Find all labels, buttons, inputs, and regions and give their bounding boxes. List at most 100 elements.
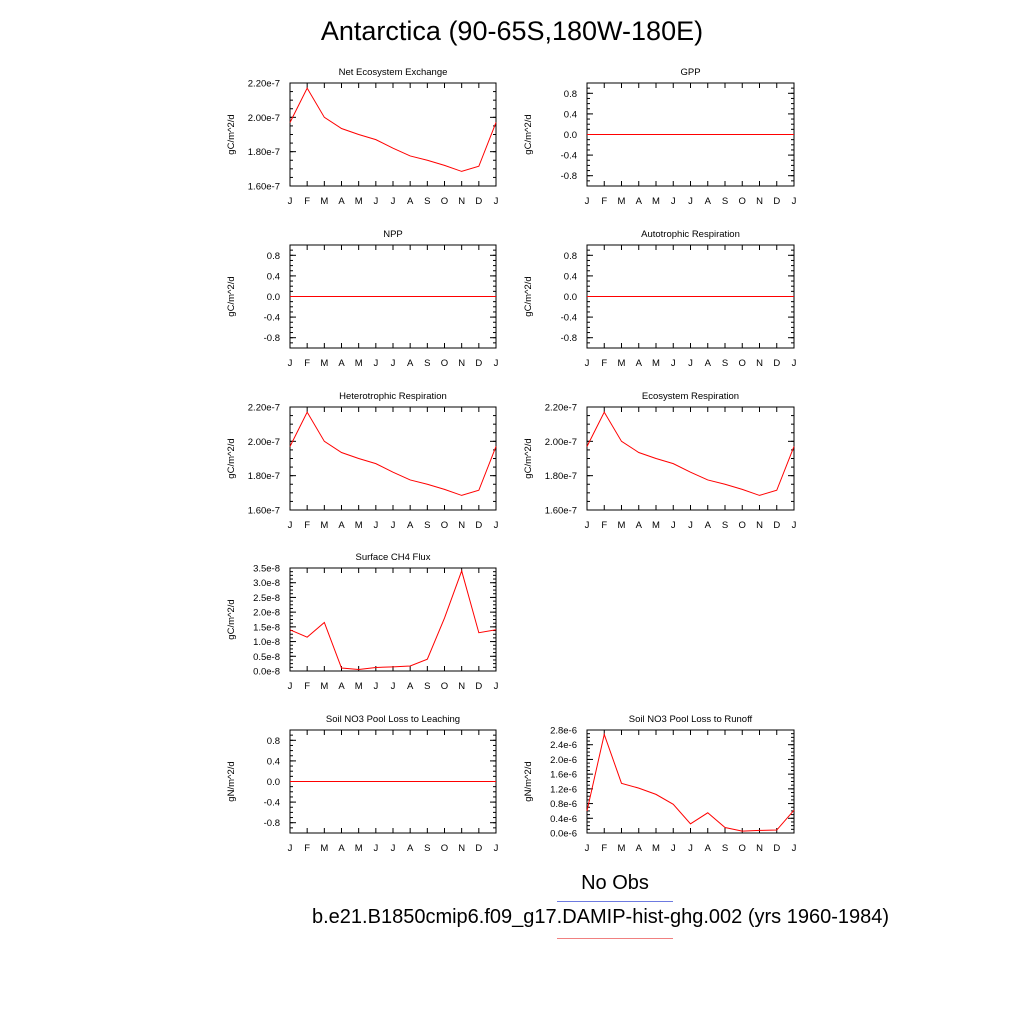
y-tick-label: 1.2e-6 [550, 784, 577, 795]
x-tick-label: M [320, 681, 328, 692]
x-tick-label: J [288, 520, 293, 531]
x-tick-label: J [494, 520, 499, 531]
x-tick-label: J [688, 196, 693, 207]
y-axis-label: gC/m^2/d [226, 114, 237, 154]
x-tick-label: A [705, 520, 712, 531]
x-tick-label: M [618, 196, 626, 207]
x-tick-label: D [475, 196, 482, 207]
x-tick-label: J [585, 196, 590, 207]
panel-title: Autotrophic Respiration [641, 229, 740, 240]
x-tick-label: A [636, 843, 643, 854]
x-tick-label: J [688, 843, 693, 854]
y-axis-label: gN/m^2/d [226, 761, 237, 801]
x-tick-label: J [688, 520, 693, 531]
y-tick-label: -0.4 [264, 313, 280, 324]
series-line [289, 411, 497, 496]
x-tick-label: M [618, 358, 626, 369]
x-tick-label: D [773, 520, 780, 531]
x-tick-label: O [441, 358, 448, 369]
x-tick-label: F [304, 520, 310, 531]
y-tick-label: 1.60e-7 [248, 506, 280, 517]
y-tick-label: -0.8 [264, 818, 280, 829]
y-tick-label: 1.5e-8 [253, 622, 280, 633]
x-tick-label: S [722, 843, 728, 854]
y-tick-label: 1.80e-7 [248, 471, 280, 482]
y-tick-label: 0.0 [267, 292, 280, 303]
x-tick-label: O [441, 196, 448, 207]
x-tick-label: F [601, 843, 607, 854]
x-tick-label: F [601, 358, 607, 369]
x-tick-label: M [320, 358, 328, 369]
x-tick-label: O [739, 520, 746, 531]
x-tick-label: M [355, 358, 363, 369]
x-tick-label: F [304, 196, 310, 207]
x-tick-label: M [320, 843, 328, 854]
x-tick-label: A [338, 843, 345, 854]
x-tick-label: O [739, 843, 746, 854]
series-line [289, 569, 497, 671]
x-tick-label: O [441, 520, 448, 531]
x-tick-label: S [424, 358, 430, 369]
x-tick-label: J [373, 520, 378, 531]
x-tick-label: A [705, 196, 712, 207]
x-tick-label: J [585, 520, 590, 531]
x-tick-label: J [671, 358, 676, 369]
x-tick-label: J [792, 358, 797, 369]
y-tick-label: 1.6e-6 [550, 770, 577, 781]
y-tick-label: 2.0e-6 [550, 755, 577, 766]
legend-obs-line [557, 901, 673, 902]
x-tick-label: J [288, 196, 293, 207]
y-tick-label: 1.0e-8 [253, 637, 280, 648]
x-tick-label: J [373, 358, 378, 369]
panel-title: Surface CH4 Flux [356, 552, 431, 563]
x-tick-label: J [792, 196, 797, 207]
x-tick-label: N [458, 196, 465, 207]
panel-title: Ecosystem Respiration [642, 391, 739, 402]
y-tick-label: 0.0 [267, 777, 280, 788]
x-tick-label: S [424, 520, 430, 531]
y-axis-label: gC/m^2/d [226, 599, 237, 639]
y-tick-label: 0.5e-8 [253, 652, 280, 663]
y-tick-label: 3.0e-8 [253, 578, 280, 589]
panel-title: NPP [383, 229, 403, 240]
y-tick-label: 0.4 [267, 756, 280, 767]
x-tick-label: D [773, 196, 780, 207]
panel-title: Net Ecosystem Exchange [339, 67, 448, 78]
y-tick-label: 0.0e-6 [550, 829, 577, 840]
x-tick-label: M [618, 843, 626, 854]
y-tick-label: 0.8 [564, 251, 577, 262]
x-tick-label: J [671, 843, 676, 854]
x-tick-label: A [338, 196, 345, 207]
legend-case-label: b.e21.B1850cmip6.f09_g17.DAMIP-hist-ghg.… [312, 906, 890, 928]
x-tick-label: J [391, 196, 396, 207]
y-tick-label: 0.4 [564, 271, 577, 282]
x-tick-label: A [407, 520, 414, 531]
series-line [289, 87, 497, 172]
y-tick-label: 0.4e-6 [550, 814, 577, 825]
y-tick-label: 2.00e-7 [248, 113, 280, 124]
x-tick-label: J [373, 843, 378, 854]
y-axis-label: gN/m^2/d [523, 761, 534, 801]
y-tick-label: 0.8 [267, 251, 280, 262]
x-tick-label: A [636, 520, 643, 531]
y-tick-label: 2.0e-8 [253, 608, 280, 619]
x-tick-label: S [722, 358, 728, 369]
x-tick-label: A [407, 681, 414, 692]
x-tick-label: N [458, 358, 465, 369]
y-tick-label: 1.80e-7 [248, 147, 280, 158]
x-tick-label: J [671, 196, 676, 207]
x-tick-label: J [494, 681, 499, 692]
x-tick-label: N [458, 520, 465, 531]
y-tick-label: -0.4 [561, 151, 577, 162]
y-tick-label: 0.0 [564, 292, 577, 303]
x-tick-label: A [338, 358, 345, 369]
x-tick-label: M [355, 843, 363, 854]
series-line [586, 732, 795, 832]
x-tick-label: S [424, 681, 430, 692]
